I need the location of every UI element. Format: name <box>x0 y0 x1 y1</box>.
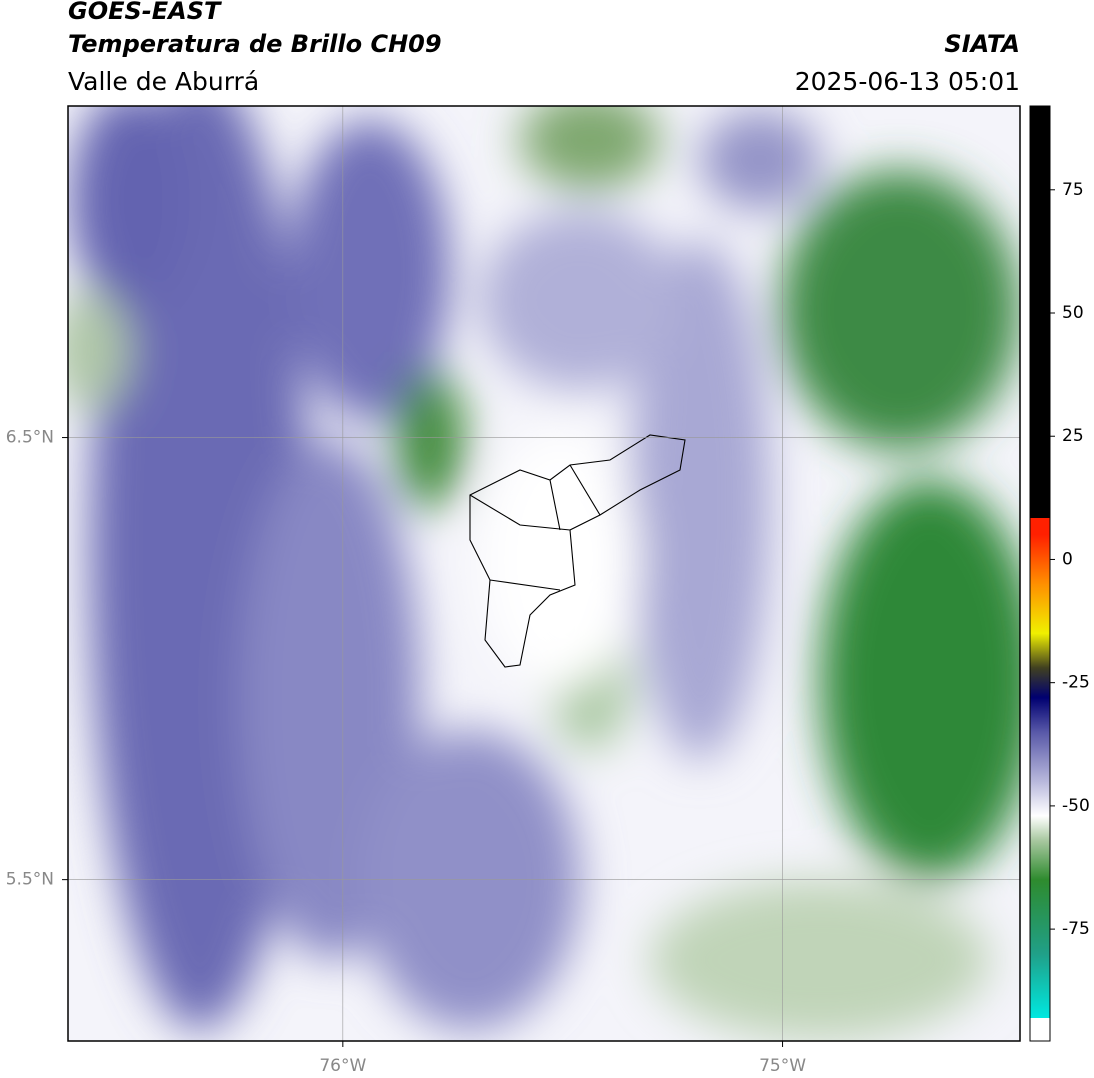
colorbar-tick-label: -75 <box>1062 919 1090 939</box>
basin-boundary <box>469 434 686 668</box>
colorbar-tick-label: -25 <box>1062 673 1090 693</box>
brand: SIATA <box>944 30 1020 58</box>
field <box>68 106 1020 1041</box>
colorbar-tick-label: -50 <box>1062 796 1090 816</box>
subtitle: Temperatura de Brillo CH09 <box>68 30 442 58</box>
region: Valle de Aburrá <box>68 67 259 96</box>
colorbar-tick-label: 50 <box>1062 303 1084 323</box>
colorbar-tick-label: 75 <box>1062 180 1084 200</box>
colorbar-tick-label: 25 <box>1062 426 1084 446</box>
x-tick-label: 76°W <box>319 1056 366 1076</box>
title: GOES-EAST <box>68 0 222 25</box>
colorbar <box>1029 105 1051 1042</box>
y-tick-label: 5.5°N <box>6 870 54 890</box>
y-tick-label: 6.5°N <box>6 428 54 448</box>
field-blobs <box>68 106 1020 1040</box>
x-tick-label: 75°W <box>759 1056 806 1076</box>
colorbar-tick-label: 0 <box>1062 549 1073 569</box>
map-frame <box>67 105 1021 1042</box>
datetime: 2025-06-13 05:01 <box>795 67 1020 96</box>
